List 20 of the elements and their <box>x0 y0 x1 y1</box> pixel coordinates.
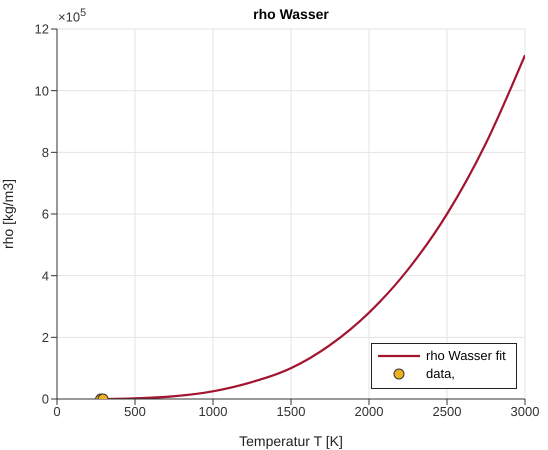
y-tick-label: 0 <box>42 392 49 407</box>
text: ×10$^{5}$ <box>58 7 86 24</box>
x-tick-label: 500 <box>124 404 146 420</box>
x-tick-label: 2500 <box>432 404 462 420</box>
y-tick-label: 8 <box>42 144 49 160</box>
chart-title: rho Wasser <box>253 6 329 22</box>
x-tick-label: 1000 <box>198 404 228 420</box>
x-axis-title: Temperatur T [K] <box>239 433 343 449</box>
x-tick-label: 3000 <box>510 404 540 420</box>
y-tick-label: 4 <box>42 268 49 284</box>
legend-label: data, <box>426 365 455 383</box>
y-tick-label: 2 <box>42 330 49 345</box>
legend-label: rho Wasser fit <box>426 347 506 365</box>
x-tick-label: 1500 <box>276 404 306 420</box>
y-tick-label: 10 <box>34 83 49 98</box>
y-tick-label: 6 <box>42 206 49 222</box>
y-tick-label: 12 <box>34 22 49 37</box>
x-tick-label: 0 <box>53 404 61 420</box>
y-axis-title: rho [kg/m3] <box>0 178 16 250</box>
x-tick-label: 2000 <box>354 404 384 420</box>
